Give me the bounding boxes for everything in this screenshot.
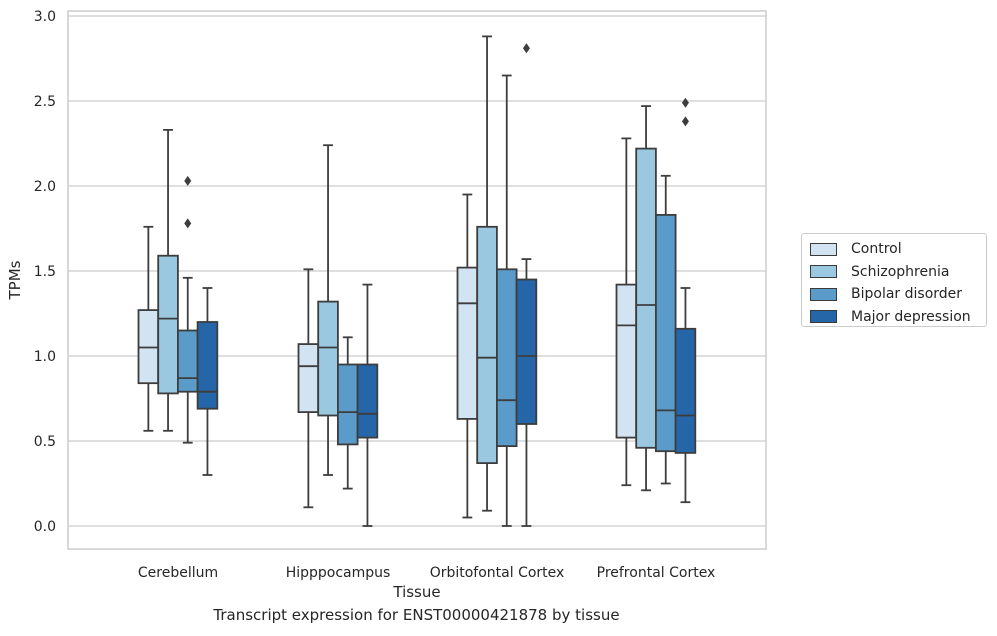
x-tick-labels: Cerebellum Hipppocampus Orbitofontal Corte… xyxy=(138,565,715,581)
outlier-point xyxy=(522,43,530,54)
y-tick-label: 0.5 xyxy=(34,434,56,450)
box-iqr xyxy=(157,254,179,395)
box-iqr xyxy=(456,266,479,420)
legend-swatch-major-depression xyxy=(810,310,837,324)
legend-swatch-bipolar-disorder xyxy=(810,287,837,301)
legend-label-control: Control xyxy=(851,241,902,258)
y-tick-label: 2.5 xyxy=(34,94,56,110)
box-3-0 xyxy=(615,137,638,487)
legend-label-bipolar-disorder: Bipolar disorder xyxy=(851,286,963,303)
box-0-3 xyxy=(196,287,219,476)
box-0-0 xyxy=(137,225,160,432)
box-1-3 xyxy=(356,283,379,527)
box-groups xyxy=(137,35,697,527)
legend-item-schizophrenia: Schizophrenia xyxy=(810,261,986,284)
plot-frame xyxy=(67,10,767,550)
legend-label-schizophrenia: Schizophrenia xyxy=(851,263,950,280)
y-tick-labels: 0.0 0.5 1.0 1.5 2.0 2.5 3.0 xyxy=(34,9,56,535)
box-3-1 xyxy=(635,105,657,492)
box-iqr xyxy=(336,363,359,446)
x-tick-label: Prefrontal Cortex xyxy=(597,565,716,581)
legend-label-major-depression: Major depression xyxy=(851,308,971,325)
y-tick-label: 3.0 xyxy=(34,9,56,25)
outlier-point xyxy=(681,116,689,127)
y-tick-label: 0.0 xyxy=(34,519,56,535)
y-axis-label: TPMs xyxy=(6,260,24,300)
box-iqr xyxy=(495,268,518,447)
box-2-1 xyxy=(476,35,498,512)
box-iqr xyxy=(515,278,538,425)
outlier-point xyxy=(681,97,689,108)
outlier-point xyxy=(184,218,192,229)
box-2-0 xyxy=(456,193,479,519)
box-iqr xyxy=(356,363,379,439)
box-2-2 xyxy=(495,74,518,527)
box-iqr xyxy=(674,327,697,454)
y-tick-label: 1.0 xyxy=(34,349,56,365)
box-0-2 xyxy=(176,175,199,444)
box-iqr xyxy=(196,321,219,410)
box-iqr xyxy=(615,283,638,439)
box-3-3 xyxy=(674,97,697,504)
box-3-2 xyxy=(655,174,677,485)
chart-title: Transcript expression for ENST0000042187… xyxy=(213,606,620,624)
box-iqr xyxy=(655,213,677,453)
box-iqr xyxy=(635,147,657,449)
x-tick-label: Cerebellum xyxy=(138,565,218,581)
legend: Control Schizophrenia Bipolar disorder M… xyxy=(801,233,987,327)
outlier-point xyxy=(184,175,192,186)
y-tick-label: 2.0 xyxy=(34,179,56,195)
box-iqr xyxy=(317,300,339,417)
y-tick-label: 1.5 xyxy=(34,264,56,280)
box-iqr xyxy=(176,329,199,393)
box-1-1 xyxy=(317,144,339,476)
legend-swatch-schizophrenia xyxy=(810,265,837,279)
x-tick-label: Hipppocampus xyxy=(286,565,391,581)
box-2-3 xyxy=(515,43,538,527)
x-tick-label: Orbitofontal Cortex xyxy=(430,565,565,581)
box-iqr xyxy=(476,225,498,465)
legend-swatch-control xyxy=(810,242,837,256)
box-0-1 xyxy=(157,128,179,432)
legend-item-control: Control xyxy=(810,238,986,261)
box-iqr xyxy=(297,343,320,414)
x-axis-label: Tissue xyxy=(392,583,440,601)
legend-item-major-depression: Major depression xyxy=(810,306,986,329)
legend-item-bipolar-disorder: Bipolar disorder xyxy=(810,283,986,306)
box-1-0 xyxy=(297,268,320,509)
box-1-2 xyxy=(336,336,359,490)
